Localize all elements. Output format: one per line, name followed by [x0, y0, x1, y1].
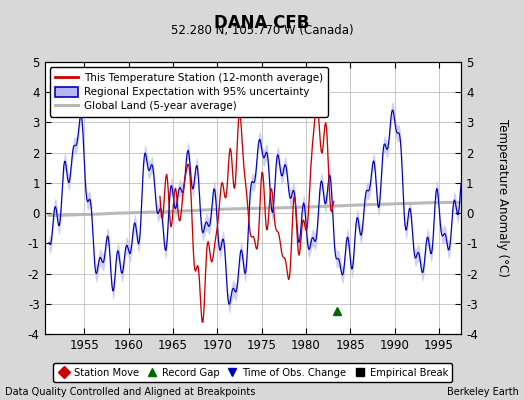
- Text: Data Quality Controlled and Aligned at Breakpoints: Data Quality Controlled and Aligned at B…: [5, 387, 256, 397]
- Text: Berkeley Earth: Berkeley Earth: [447, 387, 519, 397]
- Text: 52.280 N, 105.770 W (Canada): 52.280 N, 105.770 W (Canada): [171, 24, 353, 37]
- Y-axis label: Temperature Anomaly (°C): Temperature Anomaly (°C): [496, 119, 509, 277]
- Text: DANA CFB: DANA CFB: [214, 14, 310, 32]
- Legend: Station Move, Record Gap, Time of Obs. Change, Empirical Break: Station Move, Record Gap, Time of Obs. C…: [53, 363, 452, 382]
